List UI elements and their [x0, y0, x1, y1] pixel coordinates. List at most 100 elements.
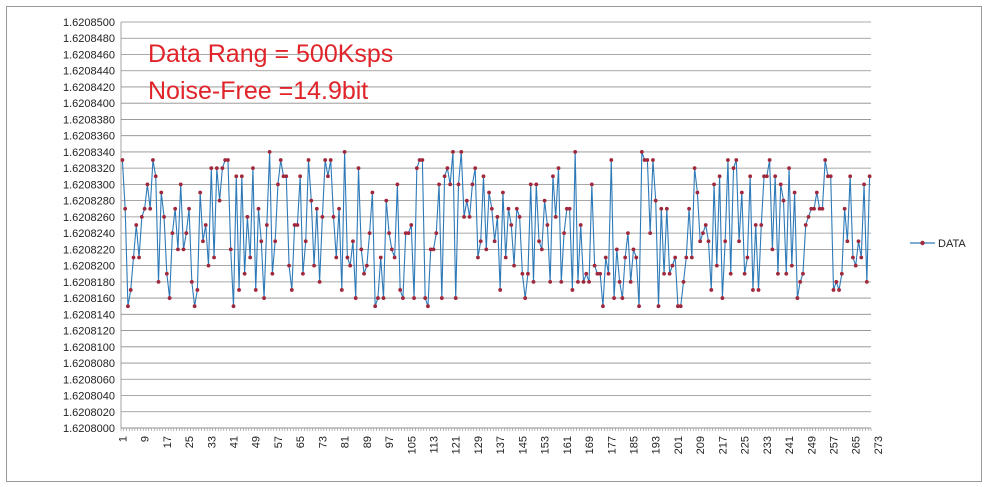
data-point [717, 174, 722, 179]
data-point [795, 296, 800, 300]
data-point [384, 198, 389, 203]
data-point [656, 304, 661, 309]
x-tick-label: 41 [229, 436, 241, 448]
data-point [253, 288, 258, 292]
data-point [828, 174, 833, 179]
data-point [359, 247, 364, 252]
data-point [453, 296, 458, 300]
data-point [662, 271, 666, 276]
data-point [587, 279, 591, 284]
data-point [823, 158, 828, 162]
data-point [489, 206, 494, 211]
data-point [209, 166, 214, 171]
data-point [864, 279, 869, 284]
chart-frame: 1.6208000 1.6208020 1.6208040 1.6208060 1.62… [6, 6, 982, 482]
data-point [778, 182, 783, 187]
data-point [212, 255, 216, 260]
y-tick-label: 1.6208040 [63, 391, 115, 403]
data-point [851, 255, 855, 260]
data-point [737, 239, 741, 244]
data-point [581, 279, 586, 284]
data-point [417, 158, 422, 162]
data-point [120, 158, 125, 162]
data-point [448, 182, 453, 187]
x-tick-label: 201 [673, 436, 685, 454]
data-point [145, 182, 150, 187]
data-point [867, 174, 872, 179]
data-point [242, 271, 247, 276]
y-tick-label: 1.6208420 [63, 82, 115, 94]
data-point [653, 198, 658, 203]
x-tick-label: 65 [295, 436, 307, 448]
data-point [292, 223, 297, 227]
data-point [398, 288, 403, 292]
y-tick-label: 1.6208460 [63, 49, 115, 61]
data-point [348, 263, 353, 268]
data-point [573, 150, 578, 154]
data-point [334, 255, 339, 260]
data-point [181, 247, 186, 252]
data-point [226, 158, 230, 162]
data-point [323, 158, 328, 162]
data-point [192, 304, 197, 309]
y-tick-label: 1.6208400 [63, 98, 115, 110]
data-point [170, 231, 175, 236]
data-point [748, 174, 753, 179]
data-point [176, 247, 180, 252]
data-point [395, 182, 400, 187]
y-tick-label: 1.6208020 [63, 407, 115, 419]
data-point [701, 231, 705, 236]
data-point [553, 214, 558, 219]
data-point [659, 206, 664, 211]
x-tick-label: 9 [140, 436, 152, 442]
data-point [762, 174, 766, 179]
y-tick-label: 1.6208320 [63, 163, 115, 175]
data-point [609, 158, 614, 162]
data-point [187, 206, 191, 211]
data-point [270, 271, 275, 276]
data-point [178, 182, 183, 187]
data-point [776, 271, 780, 276]
data-point [331, 214, 336, 219]
data-point [814, 190, 819, 195]
data-point [534, 182, 539, 187]
data-point [634, 255, 639, 260]
y-tick-label: 1.6208340 [63, 147, 115, 159]
data-point [512, 263, 516, 268]
data-point [464, 198, 469, 203]
data-point [681, 279, 686, 284]
data-point [239, 174, 244, 179]
data-point [789, 263, 794, 268]
data-point [414, 166, 419, 171]
x-tick-label: 113 [429, 436, 441, 454]
x-tick-label: 129 [473, 436, 485, 454]
data-point [562, 231, 566, 236]
data-point [856, 239, 861, 244]
data-point [403, 231, 408, 236]
data-point [470, 182, 475, 187]
data-point [287, 263, 291, 268]
data-point [159, 190, 164, 195]
data-point [228, 247, 233, 252]
y-tick-label: 1.6208160 [63, 293, 115, 305]
data-point [817, 206, 822, 211]
x-tick-label: 81 [340, 436, 352, 448]
data-point [576, 279, 580, 284]
data-point [139, 214, 144, 219]
y-tick-label: 1.6208060 [63, 374, 115, 386]
data-point [567, 206, 572, 211]
data-point [812, 206, 816, 211]
data-point [673, 255, 678, 260]
data-point [845, 239, 850, 244]
data-point [834, 279, 839, 284]
data-point [637, 304, 641, 309]
data-point [267, 150, 272, 154]
x-tick-label: 209 [695, 436, 707, 454]
data-point [473, 166, 478, 171]
data-point [467, 214, 472, 219]
data-point [689, 255, 694, 260]
data-point [342, 150, 347, 154]
data-point [298, 174, 303, 179]
data-point [773, 174, 778, 179]
data-point [437, 182, 441, 187]
